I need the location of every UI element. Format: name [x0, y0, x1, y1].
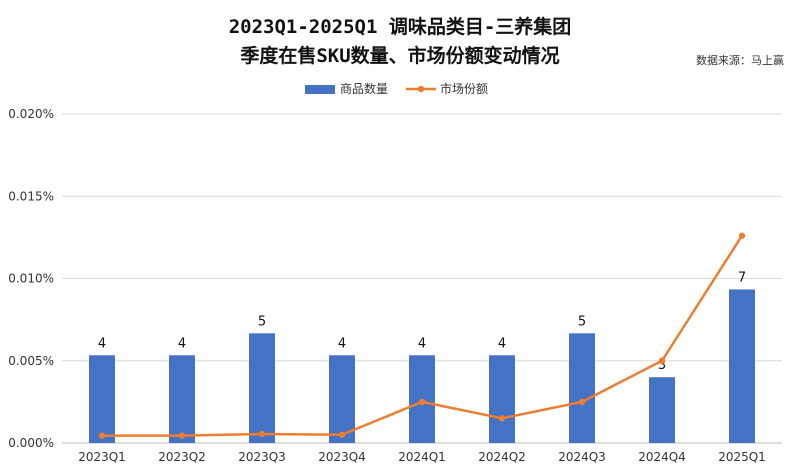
x-tick-label: 2023Q1 — [78, 450, 126, 464]
x-tick-label: 2024Q3 — [558, 450, 606, 464]
bar-data-label: 4 — [98, 336, 106, 351]
bar-data-label: 3 — [658, 358, 666, 373]
x-tick-label: 2024Q1 — [398, 450, 446, 464]
legend-label-line: 市场份额 — [440, 81, 488, 96]
y-tick-label: 0.010% — [8, 272, 54, 286]
bar-data-label: 5 — [258, 314, 266, 329]
y-tick-label: 0.000% — [8, 436, 54, 450]
bar — [569, 333, 595, 443]
line-point — [418, 398, 426, 406]
line-point — [498, 415, 506, 422]
x-tick-label: 2024Q2 — [478, 450, 526, 464]
legend-label-bar: 商品数量 — [340, 81, 388, 96]
bar-data-label: 4 — [498, 336, 506, 351]
line-point — [578, 398, 586, 406]
x-tick-label: 2023Q4 — [318, 450, 366, 464]
bar-data-label: 4 — [418, 336, 426, 351]
line-point — [178, 432, 186, 439]
bar-data-label: 4 — [178, 336, 186, 351]
x-tick-label: 2025Q1 — [718, 450, 766, 464]
y-tick-label: 0.005% — [8, 354, 54, 368]
bar — [329, 355, 355, 443]
bar — [649, 377, 675, 443]
x-tick-label: 2023Q3 — [238, 450, 286, 464]
y-tick-label: 0.020% — [8, 107, 54, 121]
bar — [729, 289, 755, 443]
line-point — [258, 430, 266, 438]
line-point — [98, 432, 106, 439]
bar — [489, 355, 515, 443]
data-source-note: 数据来源：马上赢 — [696, 54, 784, 67]
bar — [169, 355, 195, 443]
legend-swatch-bar — [305, 85, 335, 94]
bar-data-label: 4 — [338, 336, 346, 351]
y-tick-label: 0.015% — [8, 189, 54, 203]
bar — [89, 355, 115, 443]
bar — [249, 333, 275, 443]
x-tick-label: 2023Q2 — [158, 450, 206, 464]
chart-title-line2: 季度在售SKU数量、市场份额变动情况 — [240, 45, 560, 67]
line-point — [738, 232, 746, 239]
bar-data-label: 5 — [578, 314, 586, 329]
line-point — [658, 357, 666, 364]
legend-marker-line — [417, 85, 425, 93]
x-tick-label: 2024Q4 — [638, 450, 686, 464]
chart-title-line1: 2023Q1-2025Q1 调味品类目-三养集团 — [228, 16, 572, 38]
bar-data-label: 7 — [738, 270, 746, 285]
line-point — [338, 431, 346, 438]
